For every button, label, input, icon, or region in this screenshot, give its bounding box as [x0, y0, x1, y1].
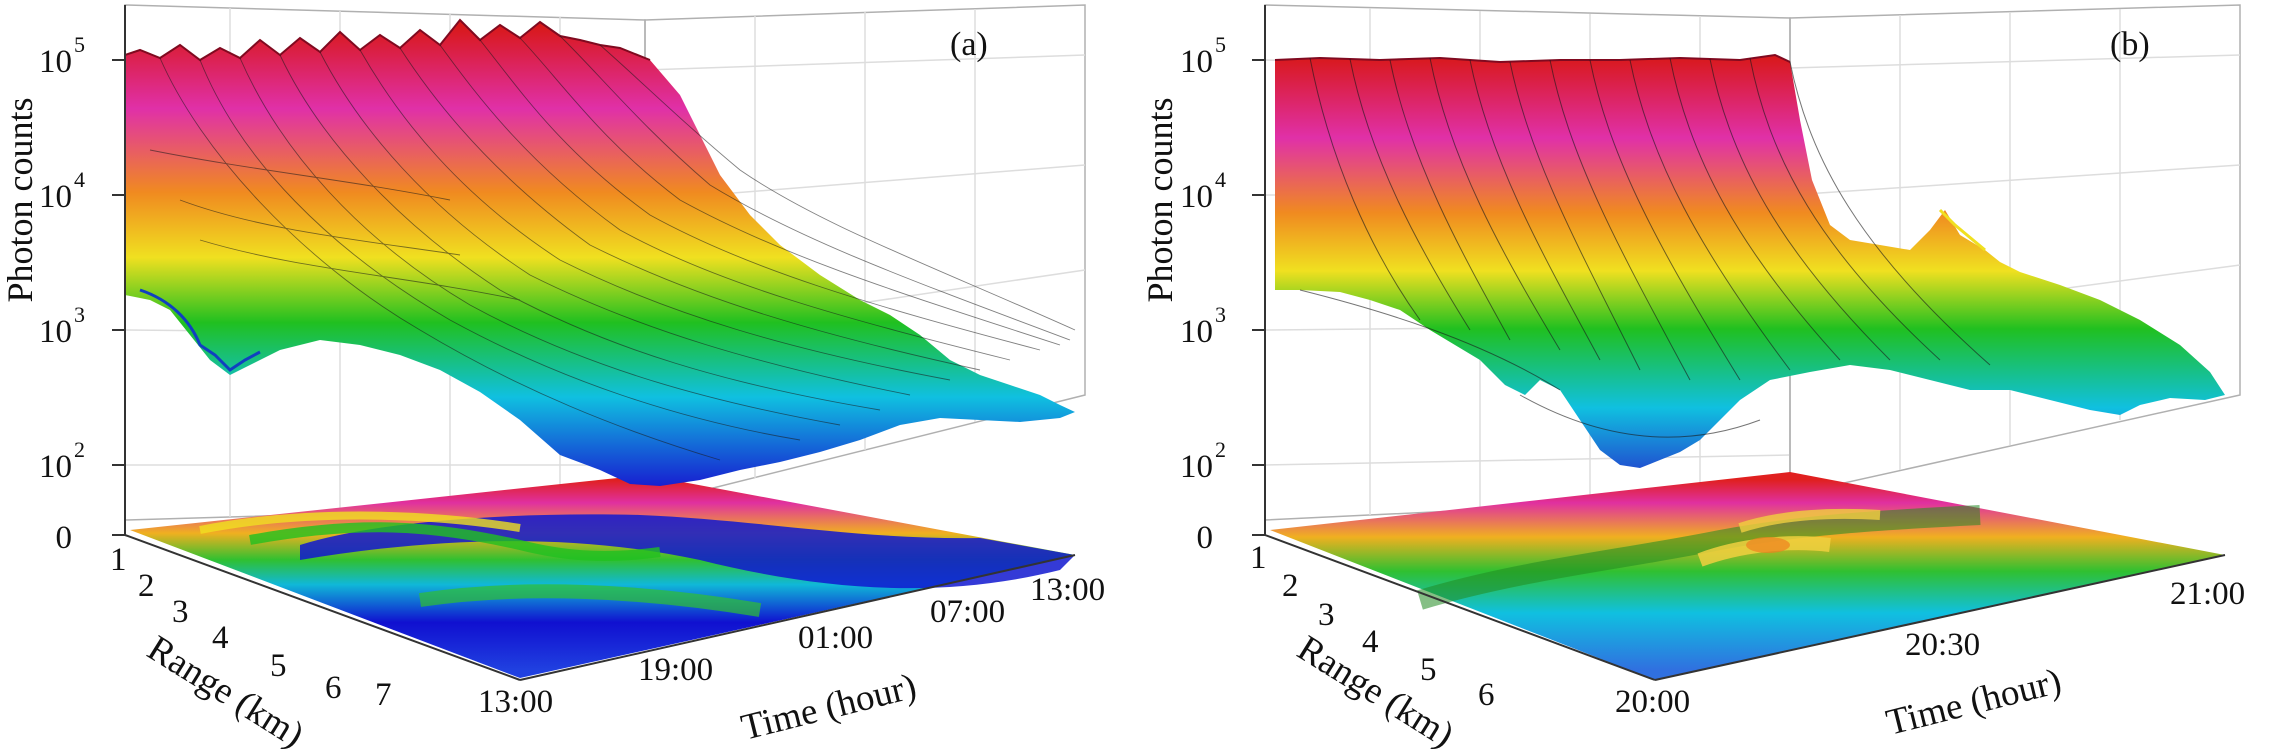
z-floor-label: 0 — [56, 520, 73, 556]
z-tick-label: 10 — [1180, 449, 1213, 485]
x-tick-label: 19:00 — [638, 652, 713, 688]
surface-traces-b — [1299, 57, 1991, 438]
z-tick-exp: 3 — [74, 302, 85, 327]
x-ticks-a: 13:00 19:00 01:00 07:00 13:00 — [478, 572, 1105, 720]
floor-a — [130, 475, 1075, 678]
y-tick-label: 6 — [1478, 677, 1495, 713]
z-tick-label: 10 — [1180, 44, 1213, 80]
z-tick-exp: 3 — [1215, 302, 1226, 327]
surface-traces-a — [149, 35, 1076, 461]
y-tick-label: 2 — [138, 568, 155, 604]
y-tick-label: 2 — [1282, 568, 1299, 604]
x-axis-label-b: Time (hour) — [1882, 661, 2065, 744]
z-tick-labels-a: 10 5 10 4 10 3 10 2 0 — [39, 32, 85, 556]
y-ticks-a: 1 2 3 4 5 6 7 — [110, 542, 392, 713]
z-axis-label-b: Photon counts — [1140, 97, 1180, 302]
z-tick-exp: 4 — [74, 167, 85, 192]
floor-b — [1270, 472, 2225, 680]
panel-a: 10 5 10 4 10 3 10 2 0 Photon counts (a) … — [0, 4, 1105, 750]
y-tick-label: 3 — [1318, 597, 1335, 633]
axes-b — [1264, 5, 2226, 681]
z-ticks-marks-a — [112, 59, 125, 536]
x-tick-label: 20:30 — [1905, 627, 1980, 663]
z-tick-exp: 2 — [1215, 437, 1226, 462]
surface-a — [124, 18, 1076, 486]
y-tick-label: 7 — [375, 677, 392, 713]
y-tick-label: 1 — [1250, 540, 1267, 576]
x-tick-label: 07:00 — [930, 594, 1005, 630]
x-tick-label: 21:00 — [2170, 576, 2245, 612]
panel-label-a: (a) — [950, 26, 988, 63]
z-tick-label: 10 — [39, 44, 72, 80]
z-tick-label: 10 — [39, 314, 72, 350]
z-tick-label: 10 — [1180, 314, 1213, 350]
z-tick-labels-b: 10 5 10 4 10 3 10 2 0 — [1180, 32, 1226, 556]
y-ticks-b: 1 2 3 4 5 6 — [1250, 540, 1495, 713]
y-tick-label: 5 — [270, 648, 287, 684]
z-tick-exp: 5 — [1215, 32, 1226, 57]
z-ticks-marks-b — [1252, 59, 1265, 536]
x-tick-label: 13:00 — [478, 684, 553, 720]
x-tick-label: 01:00 — [798, 620, 873, 656]
z-tick-label: 10 — [39, 449, 72, 485]
x-ticks-b: 20:00 20:30 21:00 — [1615, 576, 2245, 720]
z-tick-exp: 4 — [1215, 167, 1226, 192]
panel-label-b: (b) — [2110, 26, 2150, 63]
axes-a — [124, 5, 1076, 681]
z-floor-label: 0 — [1197, 520, 1214, 556]
z-axis-label-a: Photon counts — [0, 97, 40, 302]
y-tick-label: 5 — [1420, 652, 1437, 688]
y-tick-label: 4 — [212, 620, 229, 656]
y-tick-label: 1 — [110, 542, 127, 578]
z-tick-label: 10 — [39, 179, 72, 215]
z-tick-exp: 5 — [74, 32, 85, 57]
z-tick-label: 10 — [1180, 179, 1213, 215]
y-tick-label: 4 — [1362, 624, 1379, 660]
x-tick-label: 13:00 — [1030, 572, 1105, 608]
z-tick-exp: 2 — [74, 437, 85, 462]
y-tick-label: 3 — [172, 594, 189, 630]
panel-b: 10 5 10 4 10 3 10 2 0 Photon counts (b) … — [1140, 4, 2245, 750]
x-axis-label-a: Time (hour) — [737, 666, 920, 749]
x-tick-label: 20:00 — [1615, 684, 1690, 720]
surface-b — [1274, 53, 2225, 468]
y-tick-label: 6 — [325, 670, 342, 706]
